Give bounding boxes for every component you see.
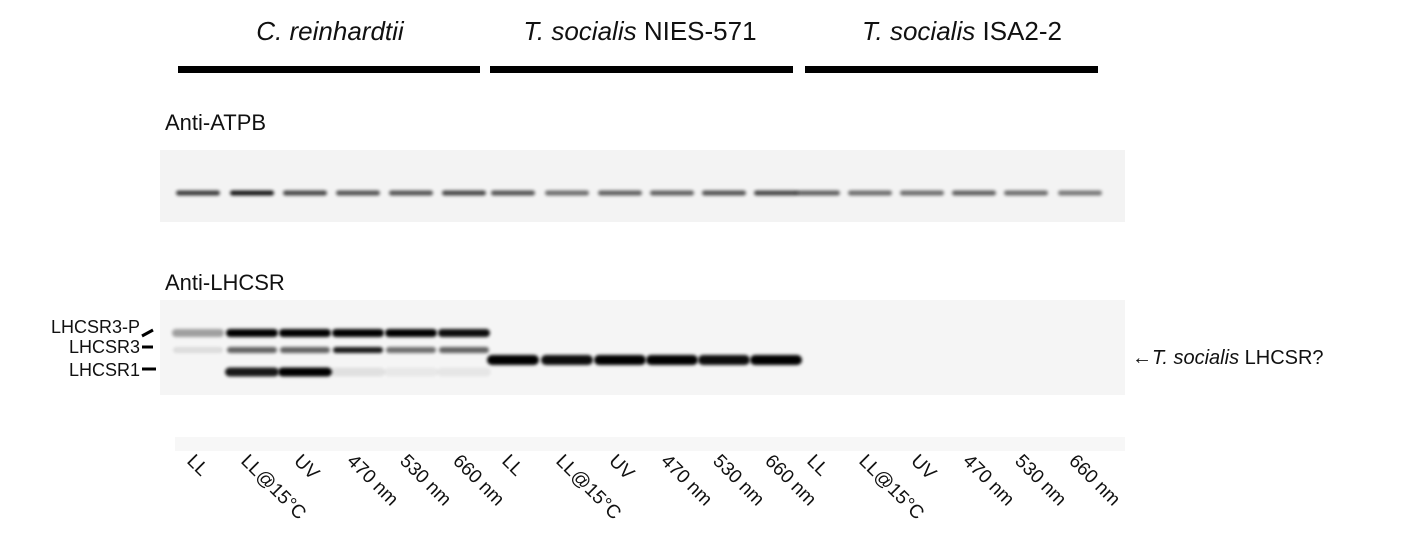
blot-edge (175, 437, 1125, 451)
band (384, 368, 438, 377)
lane-label: 660 nm (1064, 451, 1124, 511)
lane-label: 470 nm (656, 451, 716, 511)
band (226, 329, 278, 337)
band (176, 191, 220, 196)
band (491, 191, 535, 196)
lane-label: UV (906, 451, 940, 485)
band (332, 329, 384, 337)
band (698, 355, 750, 365)
band (541, 355, 593, 365)
band (1004, 191, 1048, 196)
panel-label: Anti-LHCSR (165, 270, 285, 295)
band (336, 191, 380, 196)
band (900, 191, 944, 196)
band (333, 347, 383, 353)
species: T. socialis (862, 16, 975, 46)
group-label: C. reinhardtii (256, 16, 405, 46)
band (173, 347, 223, 353)
band (439, 347, 489, 353)
lane-label: LL (497, 451, 527, 481)
band (1058, 191, 1102, 196)
group-bar (490, 66, 793, 73)
species: T. socialis (523, 16, 636, 46)
band-tick (142, 330, 153, 336)
band (594, 355, 646, 365)
band (278, 368, 332, 377)
band-label: LHCSR3 (69, 337, 140, 357)
band (650, 191, 694, 196)
band (438, 329, 490, 337)
band (386, 347, 436, 353)
figure: C. reinhardtii T. socialis NIES-571 T. s… (0, 0, 1408, 537)
band (796, 191, 840, 196)
lane-label: UV (604, 451, 638, 485)
annotation: ←T. socialis LHCSR? (1132, 347, 1324, 369)
lane-label: 530 nm (395, 451, 455, 511)
lane-label: LL (182, 451, 212, 481)
lane-label: UV (289, 451, 323, 485)
blot (160, 150, 1125, 222)
band (172, 329, 224, 337)
band (545, 191, 589, 196)
strain: NIES-571 (644, 16, 757, 46)
band (952, 191, 996, 196)
band (442, 191, 486, 196)
lane-label: 530 nm (708, 451, 768, 511)
band (646, 355, 698, 365)
band (280, 347, 330, 353)
band (225, 368, 279, 377)
group-bar (805, 66, 1098, 73)
strain: ISA2-2 (982, 16, 1062, 46)
band (283, 191, 327, 196)
band (331, 368, 385, 377)
band (389, 191, 433, 196)
band (848, 191, 892, 196)
band (487, 355, 539, 365)
annotation-text: LHCSR? (1245, 347, 1324, 369)
panel-label: Anti-ATPB (165, 110, 266, 135)
band (754, 191, 798, 196)
band (230, 191, 274, 196)
band-label: LHCSR3-P (51, 317, 140, 337)
band (702, 191, 746, 196)
band (385, 329, 437, 337)
lane-label: 470 nm (958, 451, 1018, 511)
group-bar (178, 66, 480, 73)
band (750, 355, 802, 365)
lane-label: 470 nm (342, 451, 402, 511)
species: C. reinhardtii (256, 16, 405, 46)
band (598, 191, 642, 196)
arrow: ← (1132, 347, 1152, 369)
band (227, 347, 277, 353)
band-label: LHCSR1 (69, 360, 140, 380)
species: T. socialis (1152, 347, 1239, 369)
lane-label: 660 nm (448, 451, 508, 511)
lane-label: LL (802, 451, 832, 481)
group-label: T. socialis NIES-571 (523, 16, 756, 46)
band (437, 368, 491, 377)
lane-label: 530 nm (1010, 451, 1070, 511)
band (279, 329, 331, 337)
group-label: T. socialis ISA2-2 (862, 16, 1062, 46)
